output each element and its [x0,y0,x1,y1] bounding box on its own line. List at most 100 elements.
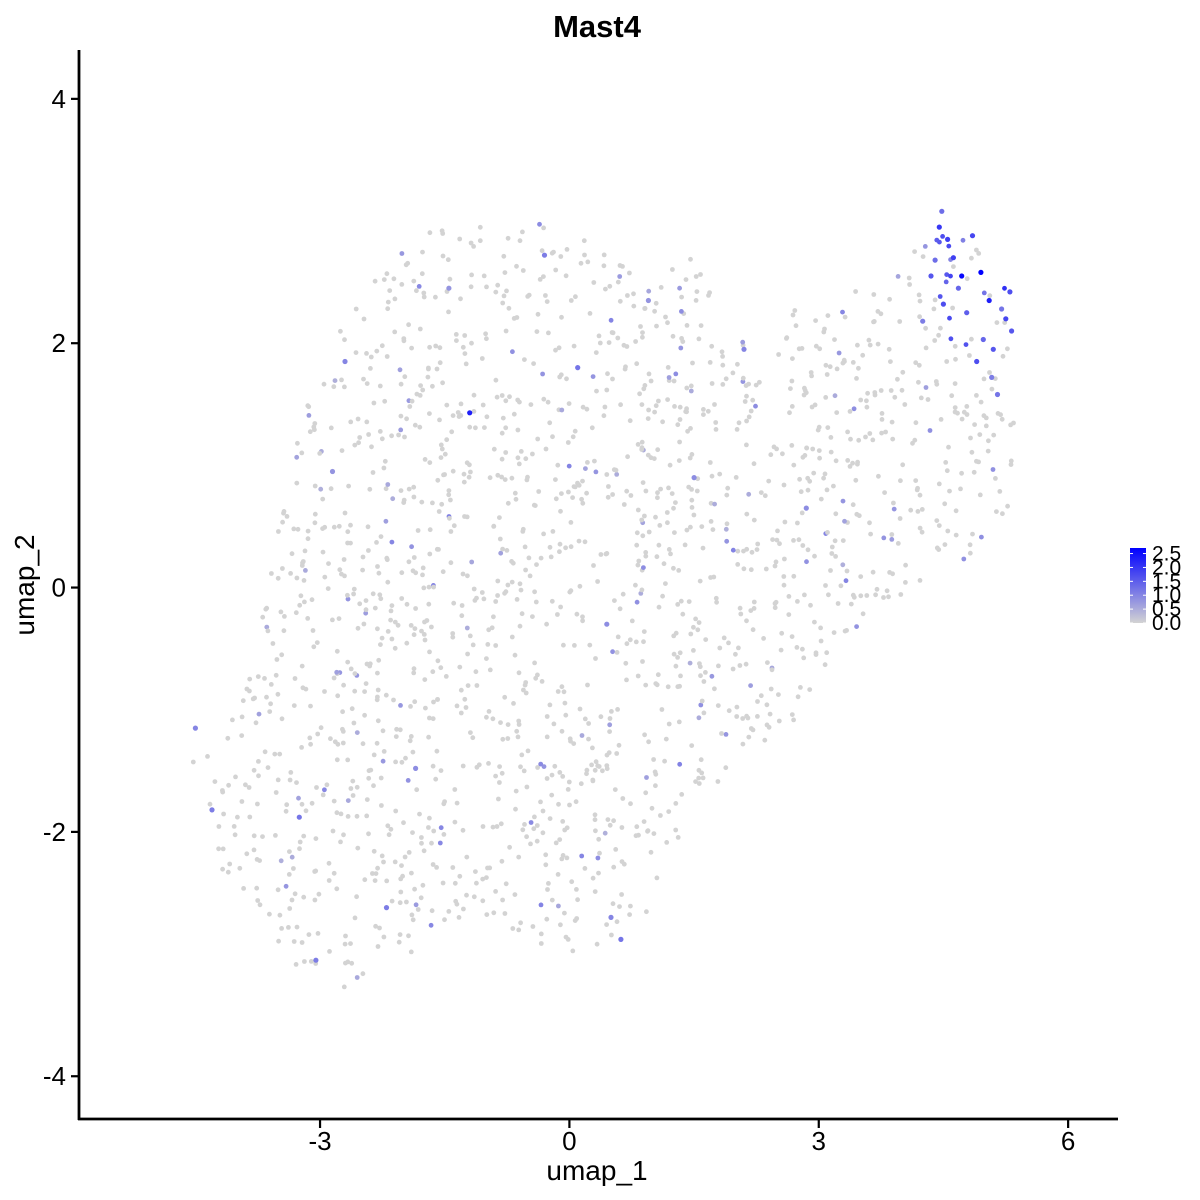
cell-point [969,255,974,261]
cell-point [555,872,561,877]
cell-point [726,640,731,646]
cell-point [822,326,827,332]
cell-point [332,378,338,383]
cell-point [334,810,340,816]
cell-point [691,624,696,630]
cell-point [614,472,620,477]
cell-point [724,538,730,544]
cell-point [231,824,237,829]
cell-point [430,763,436,769]
cell-point [671,651,677,657]
cell-point [339,571,344,577]
cell-point [562,827,568,833]
expressing-cell-point [990,346,996,352]
cell-point [826,592,831,598]
cell-point [677,650,683,656]
cell-point [580,404,586,410]
cell-point [712,501,717,507]
cell-point [807,687,813,692]
cell-point [967,550,973,556]
cell-point [705,408,711,414]
cell-point [624,677,629,683]
cell-point [389,603,395,608]
cell-point [398,413,404,419]
cell-point [696,775,702,781]
cell-point [755,699,760,704]
cell-point [362,712,367,718]
cell-point [541,396,547,402]
cell-point [639,445,645,451]
cell-point [600,768,605,774]
cell-point [423,705,428,711]
cell-point [665,684,671,690]
cell-point [468,284,474,290]
cell-point [270,641,276,646]
cell-point [247,676,253,682]
cell-point [709,673,715,679]
cell-point [615,634,621,640]
cell-point [660,593,665,599]
cell-point [415,907,421,912]
cell-point [283,883,289,889]
cell-point [389,539,395,545]
cell-point [493,889,498,894]
cell-point [461,906,466,912]
cell-point [946,444,951,450]
cell-point [538,761,544,767]
cell-point [873,592,878,598]
cell-point [637,391,642,397]
cell-point [917,578,923,583]
cell-point [916,362,922,368]
cell-point [530,614,535,619]
cell-point [556,345,562,351]
cell-point [696,767,702,773]
cell-point [509,579,515,585]
cell-point [985,448,991,454]
cell-point [360,554,366,560]
cell-point [636,832,641,838]
cell-point [916,292,922,298]
cell-point [677,683,682,689]
cell-point [518,920,523,926]
cell-point [411,555,417,560]
cell-point [421,848,427,854]
cell-point [414,787,420,793]
cell-point [876,473,881,479]
cell-point [531,826,537,832]
cell-point [897,516,903,521]
expressing-cell-point [928,273,934,279]
cell-point [907,282,912,287]
cell-point [685,428,690,434]
cell-point [917,492,923,498]
cell-point [379,343,385,349]
cell-point [360,971,366,977]
cell-point [380,758,386,764]
cell-point [516,854,522,860]
cell-point [442,451,448,457]
expressing-cell-point [446,285,452,291]
cell-point [833,554,838,559]
cell-point [466,474,472,480]
cell-point [339,448,345,453]
cell-point [791,717,796,723]
cell-point [397,900,403,906]
cell-point [361,621,367,627]
cell-point [680,611,686,617]
cell-point [707,460,713,465]
cell-point [766,478,772,484]
cell-point [272,751,278,757]
cell-point [519,752,525,758]
cell-point [698,702,704,708]
cell-point [352,442,358,448]
cell-point [627,912,632,917]
cell-point [427,715,432,721]
cell-point [737,663,743,668]
cell-point [895,541,901,546]
cell-point [748,683,753,688]
cell-point [944,359,950,364]
cell-point [634,599,640,605]
expressing-cell-point [383,905,390,911]
cell-point [703,670,708,675]
cell-point [621,502,627,507]
cell-point [919,507,925,512]
